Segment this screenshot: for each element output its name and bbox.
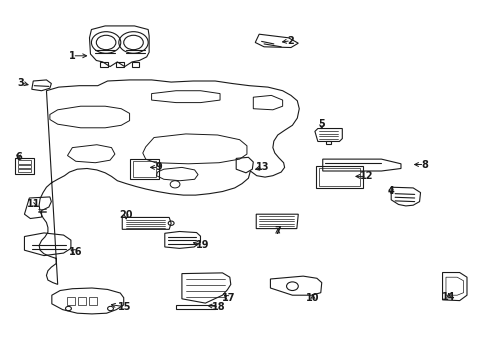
Text: 10: 10 bbox=[305, 293, 319, 303]
Text: 12: 12 bbox=[359, 171, 373, 181]
Text: 18: 18 bbox=[212, 302, 225, 312]
Text: 20: 20 bbox=[119, 210, 133, 220]
Text: 6: 6 bbox=[15, 152, 22, 162]
Text: 5: 5 bbox=[318, 119, 325, 129]
Text: 2: 2 bbox=[287, 36, 294, 46]
Text: 17: 17 bbox=[222, 293, 235, 303]
Text: 15: 15 bbox=[118, 302, 131, 312]
Text: 11: 11 bbox=[26, 199, 40, 210]
Text: 8: 8 bbox=[420, 159, 427, 170]
Text: 9: 9 bbox=[155, 162, 162, 172]
Text: 7: 7 bbox=[274, 226, 281, 237]
Text: 16: 16 bbox=[69, 247, 82, 257]
Text: 14: 14 bbox=[441, 292, 455, 302]
Text: 4: 4 bbox=[387, 186, 394, 196]
Text: 19: 19 bbox=[196, 240, 209, 250]
Text: 13: 13 bbox=[256, 162, 269, 172]
Text: 1: 1 bbox=[69, 51, 76, 61]
Text: 3: 3 bbox=[17, 78, 24, 88]
